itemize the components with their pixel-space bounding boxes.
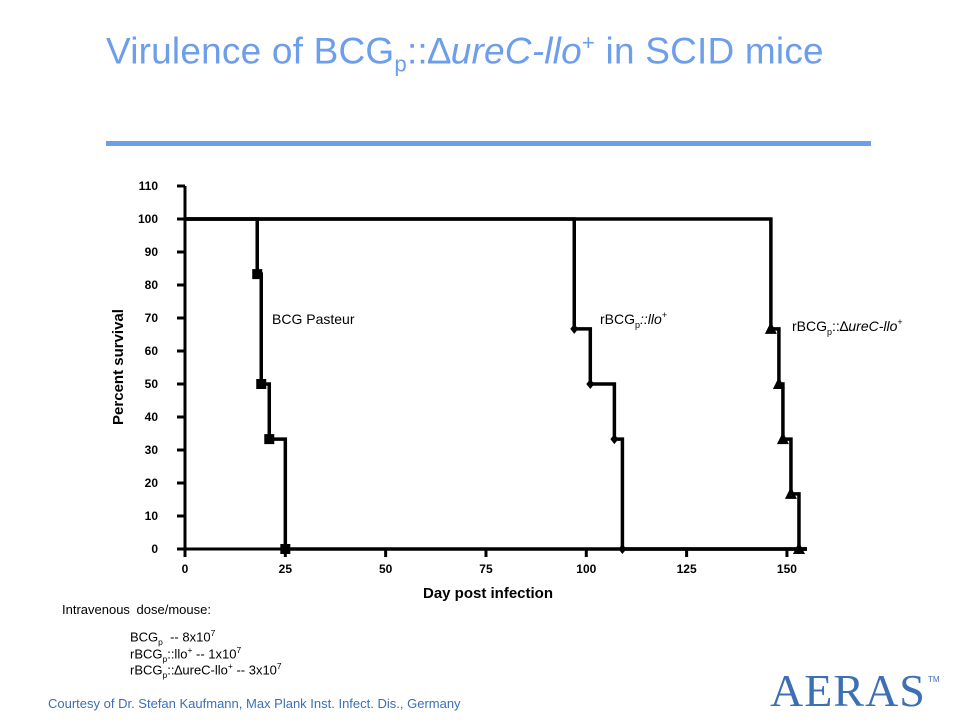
dose-ure-sub: p (162, 669, 168, 680)
data-point-triangle (792, 542, 805, 554)
dose-bcg-a: BCG (130, 629, 159, 645)
aeras-logo: AERAS TM (770, 665, 940, 716)
llo-main: rBCG (600, 311, 635, 327)
data-point-triangle (764, 321, 777, 334)
data-point-diamond (610, 434, 619, 445)
y-tick-label: 50 (145, 377, 159, 391)
x-tick-label: 0 (182, 562, 189, 576)
dose-llo-sup1: + (187, 645, 193, 655)
y-axis-title: Percent survival (110, 309, 127, 425)
x-axis-title: Day post infection (423, 585, 553, 602)
dose-ure-c: -- 3x10 (232, 662, 277, 678)
x-tick-label: 50 (379, 562, 393, 576)
x-tick-label: 125 (677, 562, 697, 576)
ure-mid: ::∆ (832, 318, 849, 334)
y-tick-label: 60 (145, 344, 159, 358)
series-label-rbcg-llo: rBCGp::llo+ (600, 310, 667, 330)
title-mid: ::∆ (406, 30, 451, 72)
y-tick-label: 100 (138, 212, 158, 226)
credit-line: Courtesy of Dr. Stefan Kaufmann, Max Pla… (48, 696, 461, 711)
y-tick-label: 30 (145, 443, 159, 457)
title-prefix: Virulence of BCG (106, 30, 395, 72)
y-tick-label: 80 (145, 278, 159, 292)
ure-main: rBCG (792, 318, 827, 334)
dose-heading: Intravenous dose/mouse: (62, 602, 211, 617)
data-point-square (256, 379, 267, 389)
x-tick-label: 25 (279, 562, 293, 576)
chart-axes: 0 10 20 30 40 50 60 70 80 90 100 110 0 25 50 75 100 125 15… (138, 179, 807, 576)
dose-bcg-sub: p (158, 636, 163, 647)
dose-llo-b: ::llo (167, 646, 188, 662)
dose-llo-sup: 7 (236, 645, 242, 655)
dose-ure-sup1: + (227, 661, 233, 671)
dose-bcg-b: -- 8x10 (162, 629, 211, 645)
data-point-square (264, 434, 275, 445)
data-point-triangle (772, 377, 785, 389)
y-tick-label: 40 (145, 410, 159, 424)
series-line-0 (185, 217, 807, 551)
dose-llo-a: rBCG (130, 646, 163, 662)
logo-tm: TM (928, 675, 940, 684)
llo-sub: p (635, 320, 640, 330)
chart-series (185, 217, 807, 554)
title-suffix: in SCID mice (595, 30, 824, 72)
llo-sup: + (662, 310, 667, 320)
x-tick-label: 150 (777, 562, 797, 576)
data-point-square (252, 269, 263, 280)
title-italic: ureC-llo (450, 30, 582, 72)
data-point-square (280, 544, 291, 554)
data-point-triangle (776, 432, 789, 445)
x-tick-label: 100 (576, 562, 596, 576)
series-line-2 (185, 217, 807, 551)
title-sup: + (581, 30, 596, 55)
dose-llo-sub: p (162, 653, 168, 664)
series-label-bcg-pasteur: BCG Pasteur (272, 311, 355, 327)
dose-llo-c: -- 1x10 (192, 646, 237, 662)
y-tick-label: 70 (145, 311, 159, 325)
ure-italic: ureC-llo (848, 318, 897, 334)
series-label-rbcg-urec-llo: rBCGp::∆ureC-llo+ (792, 317, 903, 337)
logo-text: AERAS (770, 665, 926, 716)
data-point-diamond (618, 544, 627, 554)
series-line-1 (185, 217, 807, 551)
dose-ure-b: ::∆ureC-llo (167, 662, 228, 678)
data-point-diamond (570, 323, 579, 334)
page-title: Virulence of BCGp::∆ureC-llo+ in SCID mi… (106, 30, 824, 78)
y-tick-label: 90 (145, 245, 159, 259)
dose-ure-sup: 7 (276, 661, 282, 671)
ure-sub: p (827, 327, 832, 337)
x-tick-label: 75 (479, 562, 493, 576)
y-tick-label: 10 (145, 509, 159, 523)
y-tick-label: 0 (151, 542, 158, 556)
dose-line-bcg: BCGp -- 8x107 (130, 628, 215, 647)
title-underline (106, 141, 871, 146)
data-point-triangle (784, 486, 797, 499)
data-point-diamond (586, 379, 595, 389)
y-tick-label: 110 (139, 179, 159, 193)
dose-ure-a: rBCG (130, 662, 163, 678)
title-sub: p (394, 51, 407, 77)
dose-bcg-sup: 7 (210, 628, 216, 638)
dose-line-ure: rBCGp::∆ureC-llo+ -- 3x107 (130, 661, 282, 680)
y-tick-label: 20 (145, 476, 159, 490)
dose-line-llo: rBCGp::llo+ -- 1x107 (130, 645, 241, 664)
llo-italic: ::llo (640, 311, 662, 327)
ure-sup: + (897, 317, 902, 327)
